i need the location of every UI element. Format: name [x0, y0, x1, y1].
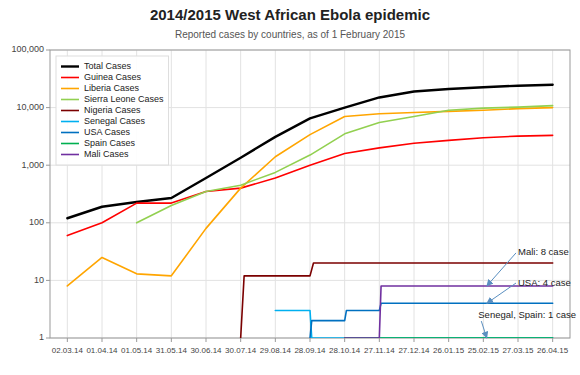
x-tick-label: 27.03.15: [502, 346, 534, 355]
y-tick-label: 10: [34, 275, 44, 285]
x-tick-label: 01.05.14: [121, 346, 153, 355]
x-grid-line: [344, 50, 345, 338]
x-tick: [552, 338, 553, 342]
x-tick-label: 30.07.14: [225, 346, 257, 355]
annotation-text: Senegal, Spain: 1 case: [478, 309, 576, 320]
x-tick-label: 30.06.14: [190, 346, 222, 355]
x-tick: [379, 338, 380, 342]
x-grid-line: [518, 50, 519, 338]
x-tick: [67, 338, 68, 342]
x-grid-line: [206, 50, 207, 338]
title: 2014/2015 West African Ebola epidemic: [150, 6, 430, 23]
x-tick: [414, 338, 415, 342]
x-tick-label: 27.12.14: [398, 346, 430, 355]
x-tick: [518, 338, 519, 342]
grid: [50, 50, 570, 338]
y-tick: [46, 222, 50, 223]
subtitle: Reported cases by countries, as of 1 Feb…: [175, 29, 406, 40]
plot-frame: [50, 50, 570, 338]
legend-swatch: [61, 99, 79, 101]
x-tick-label: 28.09.14: [294, 346, 326, 355]
x-tick-label: 31.05.14: [156, 346, 188, 355]
x-tick-label: 26.01.15: [433, 346, 465, 355]
legend-label: Mali Cases: [84, 149, 129, 159]
x-tick: [102, 338, 103, 342]
annotation-arrow: [487, 283, 516, 303]
legend-label: USA Cases: [84, 127, 131, 137]
series-line: [241, 263, 553, 338]
x-tick: [483, 338, 484, 342]
y-tick: [46, 165, 50, 166]
x-tick-label: 01.04.14: [86, 346, 118, 355]
legend-label: Sierra Leone Cases: [84, 94, 164, 104]
chart: 2014/2015 West African Ebola epidemic Rep…: [0, 0, 580, 375]
legend-label: Nigeria Cases: [84, 105, 141, 115]
x-tick-label: 29.08.14: [260, 346, 292, 355]
legend-label: Spain Cases: [84, 138, 136, 148]
legend-swatch: [61, 65, 79, 67]
x-tick-label: 27.11.14: [364, 346, 395, 355]
legend-swatch: [61, 88, 79, 90]
x-grid-line: [483, 50, 484, 338]
annotation-text: USA: 4 case: [518, 277, 571, 288]
legend-swatch: [61, 121, 79, 123]
legend-label: Total Cases: [84, 61, 132, 71]
y-tick-label: 1,000: [21, 160, 44, 170]
series-line: [137, 106, 553, 223]
y-tick-label: 1: [39, 332, 44, 342]
legend-label: Senegal Cases: [84, 116, 146, 126]
x-tick-label: 25.02.15: [468, 346, 500, 355]
x-tick: [240, 338, 241, 342]
y-tick: [46, 280, 50, 281]
y-tick-label: 100,000: [11, 44, 44, 54]
y-tick-label: 100: [29, 217, 44, 227]
x-tick-label: 26.04.15: [537, 346, 569, 355]
y-tick: [46, 50, 50, 51]
x-tick: [136, 338, 137, 342]
x-grid-line: [379, 50, 380, 338]
annotation-arrow: [481, 321, 487, 338]
legend-swatch: [61, 77, 79, 79]
annotation-text: Mali: 8 case: [518, 246, 569, 257]
legend-swatch: [61, 132, 79, 134]
plot-area: [67, 85, 552, 338]
legend-label: Liberia Cases: [84, 83, 140, 93]
legend-swatch: [61, 143, 79, 145]
x-grid-line: [275, 50, 276, 338]
legend-background: [56, 56, 169, 165]
annotations: Mali: 8 case USA: 4 case Senegal, Spain: 1…: [478, 246, 576, 338]
x-tick: [344, 338, 345, 342]
annotation-arrow: [487, 253, 516, 286]
x-grid-line: [310, 50, 311, 338]
x-grid-line: [448, 50, 449, 338]
legend-swatch: [61, 110, 79, 112]
x-tick-label: 02.03.14: [52, 346, 84, 355]
x-tick: [275, 338, 276, 342]
y-tick: [46, 107, 50, 108]
x-tick: [206, 338, 207, 342]
x-grid-line: [414, 50, 415, 338]
y-tick-label: 10,000: [16, 102, 44, 112]
x-tick: [310, 338, 311, 342]
legend-label: Guinea Cases: [84, 72, 142, 82]
x-grid-line: [240, 50, 241, 338]
x-grid-line: [171, 50, 172, 338]
x-grid-line: [552, 50, 553, 338]
legend: Total CasesGuinea CasesLiberia CasesSier…: [56, 56, 169, 165]
y-tick: [46, 338, 50, 339]
x-tick-label: 28.10.14: [329, 346, 361, 355]
x-tick: [171, 338, 172, 342]
x-tick: [448, 338, 449, 342]
legend-swatch: [61, 154, 79, 156]
